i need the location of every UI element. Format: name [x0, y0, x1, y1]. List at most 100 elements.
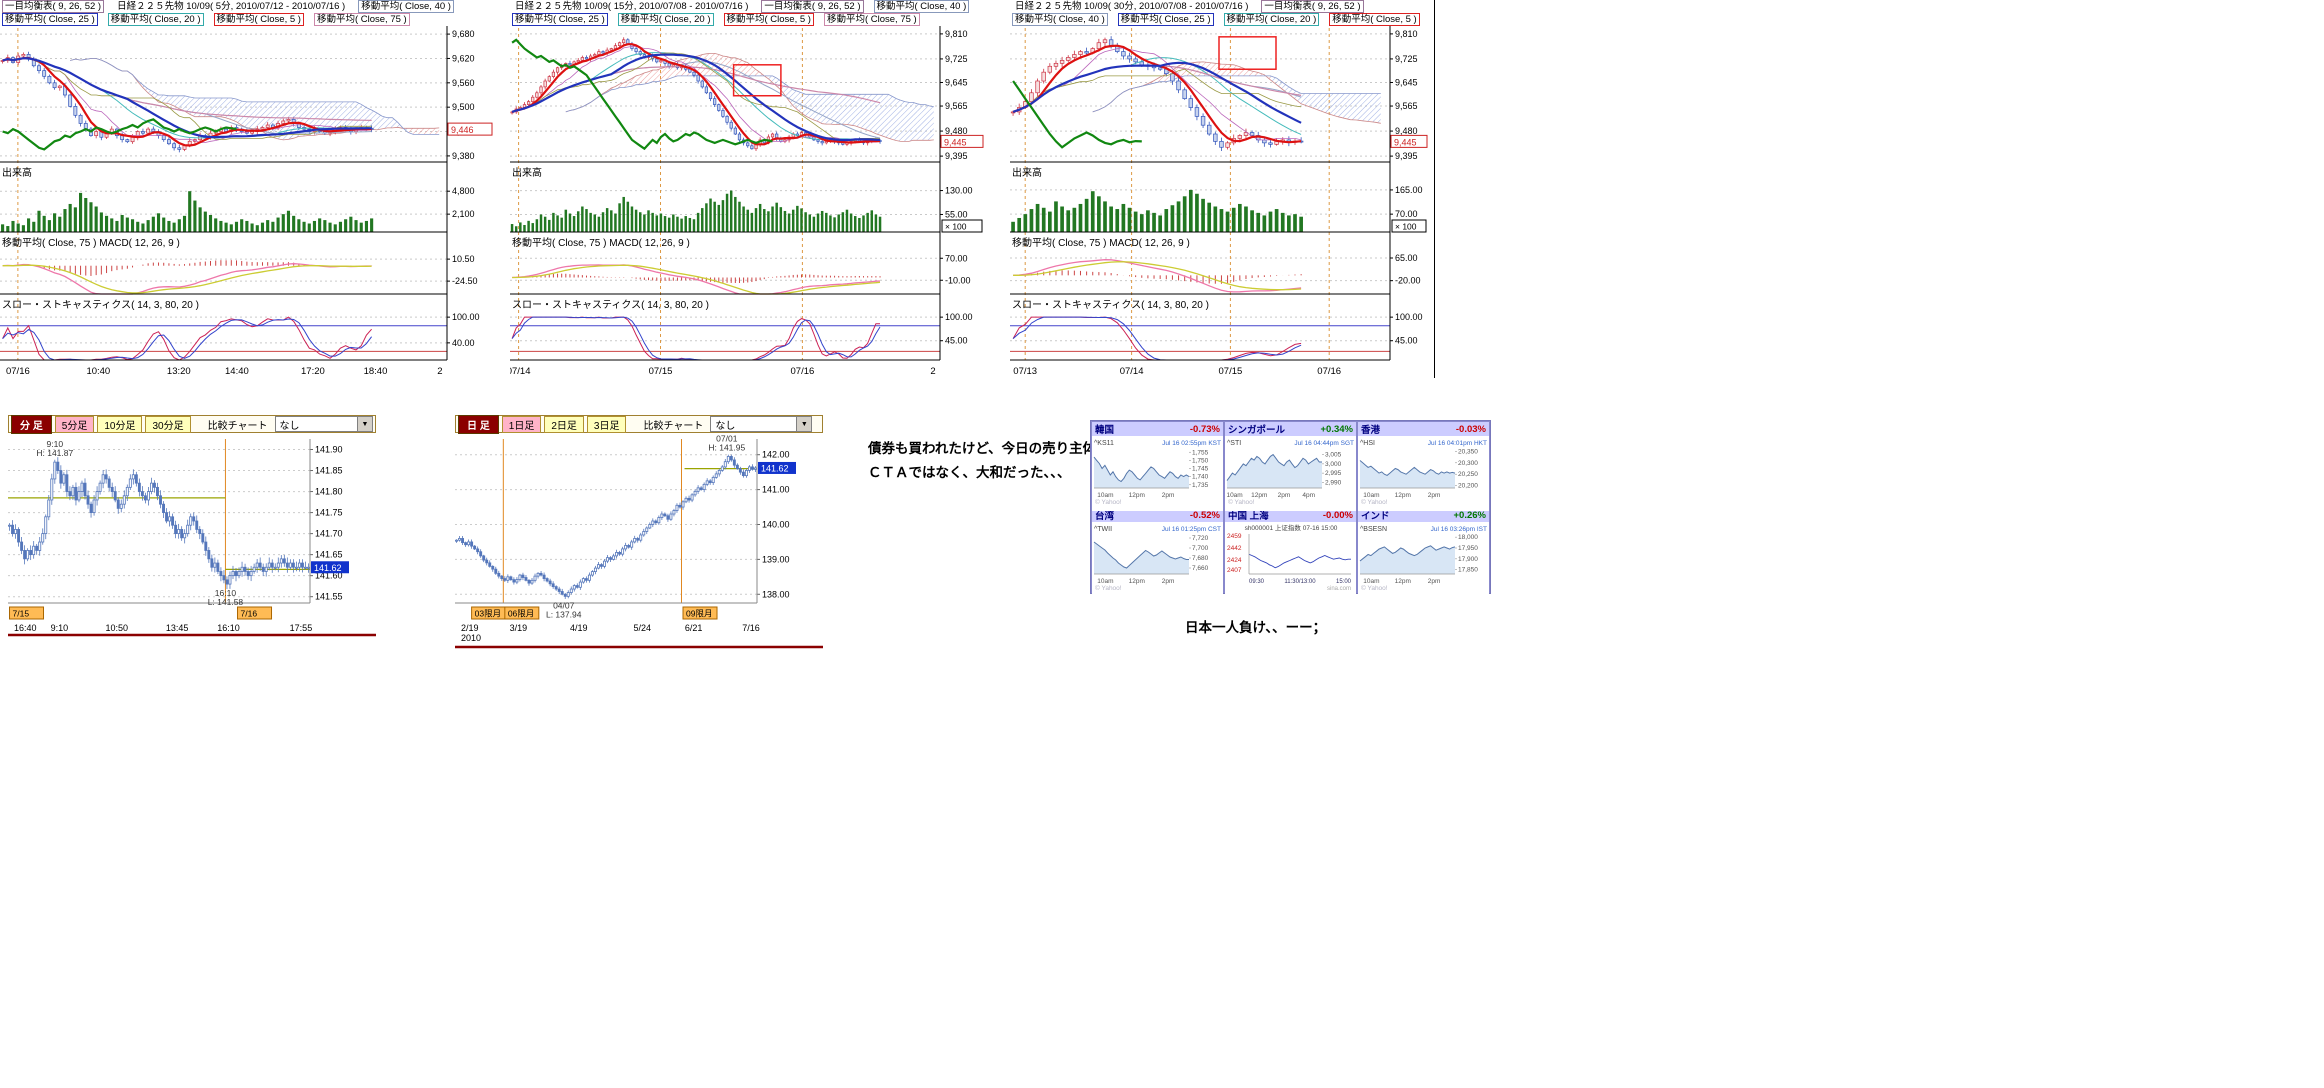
- svg-text:09:30: 09:30: [1249, 579, 1265, 585]
- svg-text:40.00: 40.00: [452, 338, 475, 348]
- svg-text:7/16: 7/16: [742, 623, 760, 633]
- market-name: 香港: [1361, 425, 1381, 436]
- svg-text:07/16: 07/16: [791, 366, 815, 377]
- market-change: -0.73%: [1189, 423, 1220, 435]
- svg-text:© Yahoo!: © Yahoo!: [1361, 584, 1388, 592]
- svg-text:18:40: 18:40: [364, 366, 388, 377]
- svg-text:9,395: 9,395: [945, 151, 968, 161]
- svg-text:7/15: 7/15: [13, 609, 30, 619]
- compare-select-minute[interactable]: なし ▼: [274, 416, 373, 432]
- svg-text:4,800: 4,800: [452, 186, 475, 196]
- chevron-down-icon[interactable]: ▼: [796, 417, 812, 431]
- comment-text: 債券も買われたけど、今日の売り主体は ＣＴＡではなく、大和だった、、、: [868, 437, 1110, 485]
- comment-line-1: 債券も買われたけど、今日の売り主体は: [868, 441, 1110, 456]
- svg-text:55.00: 55.00: [945, 209, 968, 219]
- market-cell-header: インド +0.26%: [1358, 508, 1489, 522]
- svg-text:9,560: 9,560: [452, 78, 475, 88]
- svg-text:4/19: 4/19: [570, 623, 588, 633]
- svg-text:130.00: 130.00: [945, 186, 973, 196]
- svg-text:© Yahoo!: © Yahoo!: [1095, 584, 1122, 592]
- svg-text:2,100: 2,100: [452, 209, 475, 219]
- tab-10min[interactable]: 10分足: [97, 415, 143, 433]
- market-name: 中国 上海: [1228, 511, 1269, 522]
- tab-2day[interactable]: 2日足: [544, 415, 584, 433]
- indicator-label: 移動平均( Close, 25 ): [2, 13, 98, 26]
- svg-text:15:00: 15:00: [1336, 579, 1352, 585]
- market-mini-chart: ^BSESN Jul 16 03:26pm IST 18,000 17,950 17,9…: [1358, 522, 1489, 597]
- svg-text:142.00: 142.00: [762, 450, 790, 460]
- svg-text:7,680: 7,680: [1192, 555, 1209, 562]
- svg-text:17:20: 17:20: [301, 366, 325, 377]
- panel-header-row: 日経２２５先物 10/09( 15分, 2010/07/08 - 2010/07…: [512, 0, 992, 13]
- svg-text:17,900: 17,900: [1458, 556, 1478, 563]
- indicator-label: 移動平均( Close, 25 ): [1117, 13, 1214, 26]
- svg-text:06限月: 06限月: [508, 609, 534, 619]
- svg-text:出来高: 出来高: [1012, 166, 1042, 179]
- minute-chart-svg: 141.90 141.85 141.80 141.75 141.70 141.65 141.…: [8, 439, 376, 637]
- svg-text:7,720: 7,720: [1192, 535, 1209, 542]
- indicator-label: 一目均衡表( 9, 26, 52 ): [761, 0, 864, 13]
- svg-text:4pm: 4pm: [1302, 492, 1315, 499]
- svg-text:© Yahoo!: © Yahoo!: [1228, 498, 1255, 506]
- market-cell-header: 韓国 -0.73%: [1092, 422, 1223, 436]
- svg-text:9,725: 9,725: [1395, 54, 1418, 64]
- indicator-label: 移動平均( Close, 40 ): [358, 0, 454, 13]
- tab-3day[interactable]: 3日足: [586, 415, 627, 433]
- svg-text:2pm: 2pm: [1428, 578, 1441, 585]
- chevron-down-icon[interactable]: ▼: [357, 417, 372, 431]
- svg-text:07/16: 07/16: [6, 366, 30, 377]
- svg-text:© Yahoo!: © Yahoo!: [1361, 498, 1388, 506]
- svg-text:© Yahoo!: © Yahoo!: [1095, 498, 1122, 506]
- panel-header-row: 移動平均( Close, 25 ) 移動平均( Close, 20 ) 移動平均( …: [2, 13, 500, 26]
- svg-text:141.62: 141.62: [314, 563, 342, 573]
- svg-text:2pm: 2pm: [1162, 578, 1175, 585]
- svg-text:9,446: 9,446: [451, 125, 474, 135]
- svg-text:20,250: 20,250: [1458, 471, 1478, 478]
- market-cell-header: 中国 上海 -0.00%: [1225, 508, 1356, 522]
- bond-minute-chart: 分 足 5分足 10分足 30分足 比較チャート なし ▼ 141.90 141.…: [8, 414, 376, 642]
- svg-text:65.00: 65.00: [1395, 253, 1418, 263]
- svg-text:9,645: 9,645: [945, 77, 968, 87]
- svg-text:141.62: 141.62: [761, 463, 789, 473]
- svg-text:17,850: 17,850: [1458, 567, 1478, 574]
- svg-text:Jul 16 04:01pm HKT: Jul 16 04:01pm HKT: [1428, 440, 1487, 447]
- svg-text:9,565: 9,565: [945, 101, 968, 111]
- svg-text:2pm: 2pm: [1162, 492, 1175, 499]
- svg-text:2459: 2459: [1227, 533, 1242, 540]
- svg-text:2424: 2424: [1227, 557, 1242, 564]
- svg-text:13:45: 13:45: [166, 623, 189, 633]
- svg-text:^KS11: ^KS11: [1094, 440, 1114, 447]
- svg-text:9,380: 9,380: [452, 151, 475, 161]
- svg-text:9,620: 9,620: [452, 53, 475, 63]
- indicator-label: 日経２２５先物 10/09( 15分, 2010/07/08 - 2010/07…: [515, 1, 749, 12]
- tab-5min[interactable]: 5分足: [54, 415, 95, 433]
- indicator-label: 移動平均( Close, 5 ): [213, 13, 304, 26]
- compare-select-daily[interactable]: なし ▼: [710, 416, 813, 432]
- indicator-label: 移動平均( Close, 20 ): [617, 13, 714, 26]
- svg-text:7,660: 7,660: [1192, 565, 1209, 572]
- svg-text:2: 2: [930, 366, 935, 377]
- svg-text:9,395: 9,395: [1395, 151, 1418, 161]
- tab-30min[interactable]: 30分足: [145, 415, 191, 433]
- market-cell-taiwan: 台湾 -0.52% ^TWII Jul 16 01:25pm CST 7,720 7,70…: [1091, 507, 1224, 597]
- panel-header-row: 日経２２５先物 10/09( 30分, 2010/07/08 - 2010/07…: [1012, 0, 1434, 13]
- svg-text:1,750: 1,750: [1192, 457, 1209, 464]
- svg-text:^HSI: ^HSI: [1360, 440, 1375, 447]
- svg-text:L: 137.94: L: 137.94: [546, 609, 582, 619]
- market-change: -0.03%: [1455, 423, 1486, 435]
- svg-text:sina.com: sina.com: [1327, 586, 1351, 592]
- compare-chart-label: 比較チャート: [207, 420, 268, 432]
- svg-text:45.00: 45.00: [1395, 336, 1418, 346]
- tab-1day[interactable]: 1日足: [501, 415, 542, 433]
- market-cell-singapore: シンガポール +0.34% ^STI Jul 16 04:44pm SGT 3,005 3…: [1224, 421, 1357, 511]
- svg-text:07/16: 07/16: [1317, 366, 1341, 377]
- panel-header-row: 一目均衡表( 9, 26, 52 ) 日経２２５先物 10/09( 5分, 201…: [2, 0, 500, 13]
- svg-text:9,480: 9,480: [1395, 126, 1418, 136]
- svg-text:141.80: 141.80: [315, 487, 343, 497]
- market-cell-header: シンガポール +0.34%: [1225, 422, 1356, 436]
- svg-text:1,735: 1,735: [1192, 482, 1209, 489]
- svg-text:2/19: 2/19: [461, 623, 479, 633]
- svg-text:10am: 10am: [1097, 492, 1113, 499]
- svg-text:1,745: 1,745: [1192, 466, 1209, 473]
